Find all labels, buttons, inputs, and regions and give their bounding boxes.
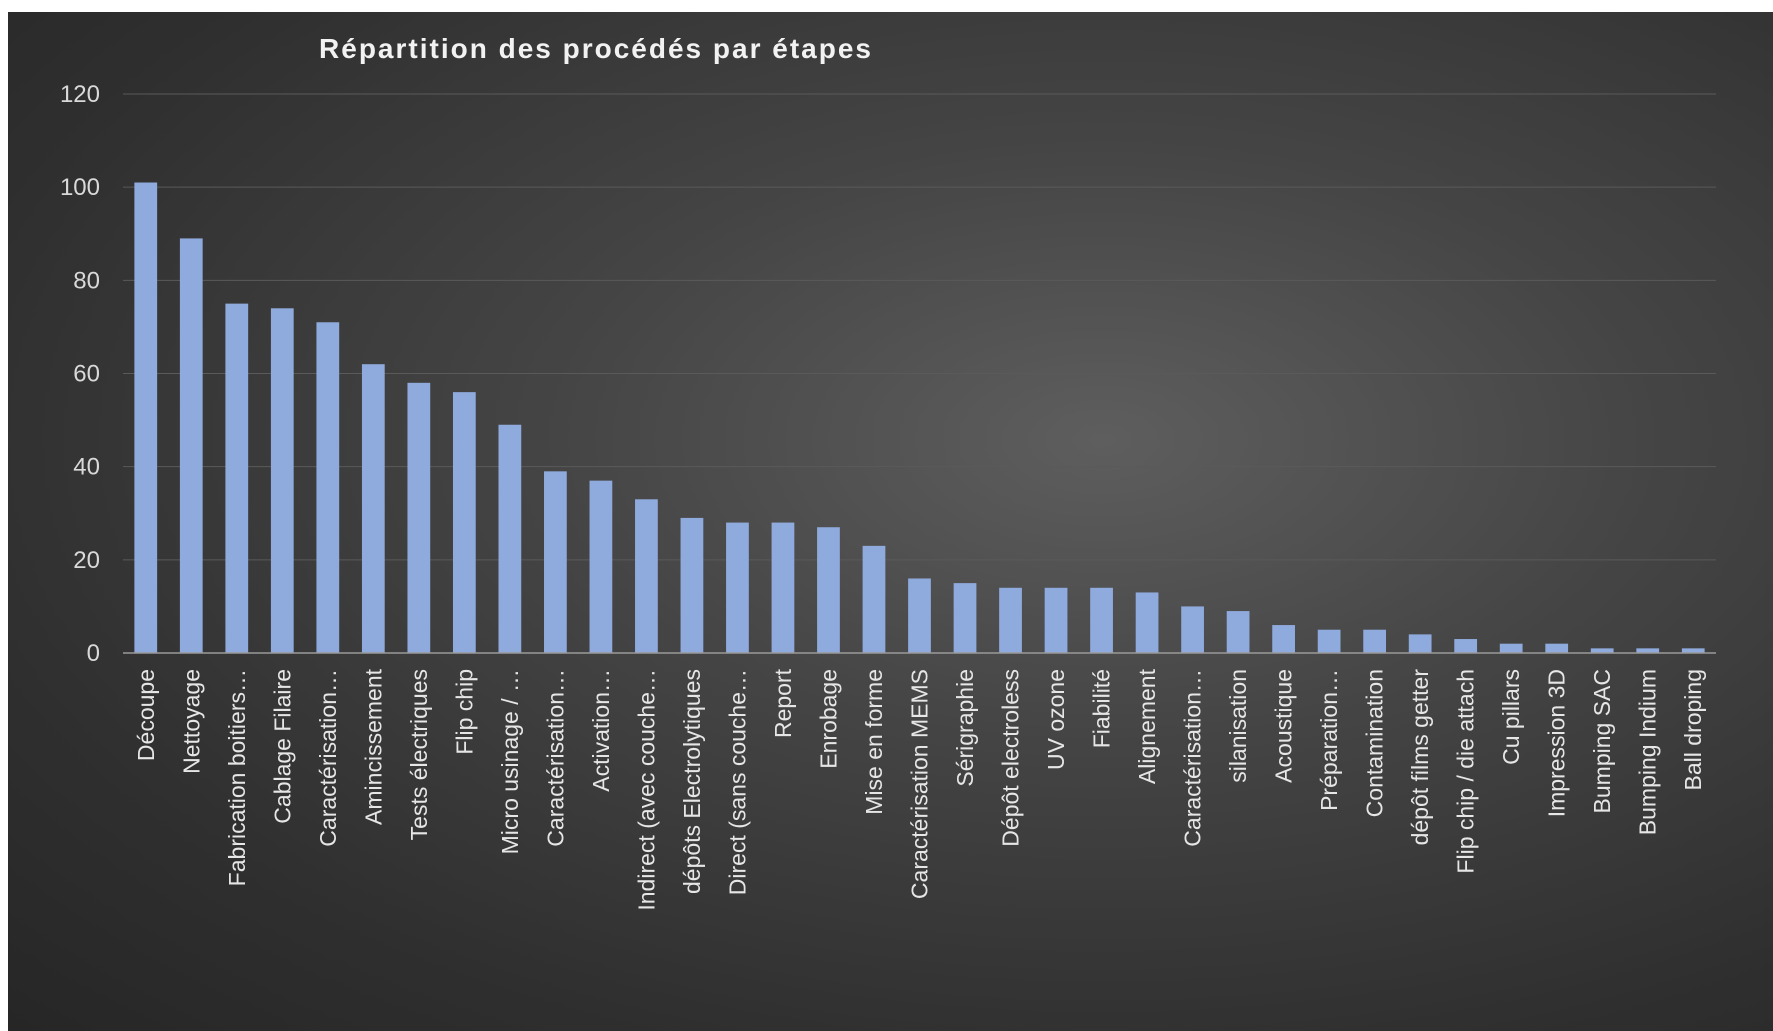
- bar: [407, 382, 431, 653]
- x-category-label: Contamination: [1362, 669, 1388, 817]
- bar: [1317, 629, 1341, 653]
- bar: [1363, 629, 1387, 653]
- x-category-label: Enrobage: [815, 669, 841, 769]
- x-category-label: Caractérisation MEMS: [907, 669, 933, 899]
- bar: [316, 322, 340, 653]
- x-category-label: Report: [770, 668, 796, 738]
- bar: [544, 471, 567, 653]
- x-category-label: Flip chip: [451, 669, 477, 755]
- x-category-label: Sérigraphie: [952, 669, 978, 787]
- bar: [498, 424, 522, 653]
- x-category-label: Caractérisation…: [315, 669, 341, 847]
- x-category-label: UV ozone: [1043, 669, 1069, 770]
- x-category-label: Tests électriques: [406, 669, 432, 840]
- bar: [179, 238, 203, 654]
- x-category-label: Alignement: [1134, 668, 1160, 784]
- y-tick-label: 80: [73, 267, 100, 294]
- y-tick-label: 120: [60, 81, 100, 108]
- x-category-label: Fiabilité: [1089, 669, 1115, 748]
- x-category-label: dépôts Electrolytiques: [679, 669, 705, 894]
- bar: [225, 303, 249, 653]
- bar: [1181, 606, 1204, 653]
- bar: [953, 583, 977, 653]
- x-category-label: dépôt films getter: [1407, 669, 1433, 846]
- bar: [999, 587, 1022, 653]
- bar: [1636, 648, 1660, 653]
- chart-area: Répartition des procédés par étapes 0 20 4…: [8, 12, 1773, 1031]
- chart-title: Répartition des procédés par étapes: [319, 33, 873, 64]
- x-category-label: Indirect (avec couche…: [633, 669, 659, 911]
- bar: [680, 517, 704, 653]
- x-category-label: Mise en forme: [861, 669, 887, 815]
- bar: [908, 578, 931, 653]
- x-category-label: Cablage Filaire: [269, 669, 295, 824]
- x-category-label: Dépôt electroless: [998, 669, 1024, 847]
- x-category-label: Acoustique: [1271, 669, 1297, 783]
- x-category-label: Bumping Indium: [1635, 669, 1661, 835]
- y-tick-label: 20: [73, 547, 100, 574]
- bar-chart: Répartition des procédés par étapes 0 20 4…: [60, 33, 1716, 911]
- bar: [1272, 625, 1295, 653]
- bar: [726, 522, 749, 653]
- x-category-label: Découpe: [133, 669, 159, 761]
- bar: [361, 364, 385, 653]
- x-axis-categories: Découpe Nettoyage Fabrication boitiers… Cab…: [133, 668, 1706, 910]
- bar: [134, 182, 158, 653]
- bar: [270, 308, 294, 653]
- bar: [1499, 643, 1523, 653]
- bar: [589, 480, 613, 653]
- bar: [1545, 643, 1569, 653]
- x-category-label: Nettoyage: [178, 669, 204, 774]
- bar: [862, 545, 886, 653]
- bar: [771, 522, 795, 653]
- x-category-label: Activation…: [588, 669, 614, 792]
- x-category-label: silanisation: [1225, 669, 1251, 783]
- y-tick-label: 0: [87, 640, 100, 667]
- x-category-label: Direct (sans couche…: [724, 669, 750, 895]
- bar: [1681, 648, 1705, 653]
- x-category-label: Ball droping: [1680, 669, 1706, 790]
- bar: [1044, 587, 1068, 653]
- bar: [817, 527, 840, 653]
- gridlines: [123, 93, 1716, 561]
- bar: [1135, 592, 1159, 653]
- x-category-label: Micro usinage / …: [497, 669, 523, 854]
- x-category-label: Bumping SAC: [1589, 669, 1615, 813]
- x-category-label: Impression 3D: [1544, 669, 1570, 817]
- y-tick-label: 100: [60, 174, 100, 201]
- y-tick-label: 60: [73, 361, 100, 388]
- y-axis-ticks: 0 20 40 60 80 100 120: [60, 81, 100, 667]
- y-tick-label: 40: [73, 454, 100, 481]
- bar: [1226, 611, 1250, 653]
- bar: [1090, 587, 1113, 653]
- bars: [134, 182, 1705, 654]
- bar: [1590, 648, 1614, 653]
- bar: [635, 499, 658, 653]
- bar: [452, 392, 476, 653]
- bar: [1408, 634, 1432, 653]
- x-category-label: Cu pillars: [1498, 669, 1524, 765]
- x-category-label: Préparation…: [1316, 669, 1342, 811]
- x-category-label: Caractérisation…: [1180, 669, 1206, 847]
- x-category-label: Amincissement: [360, 668, 386, 825]
- x-category-label: Caractérisation…: [542, 669, 568, 847]
- x-category-label: Flip chip / die attach: [1453, 669, 1479, 874]
- x-category-label: Fabrication boitiers…: [224, 669, 250, 886]
- bar: [1454, 639, 1478, 653]
